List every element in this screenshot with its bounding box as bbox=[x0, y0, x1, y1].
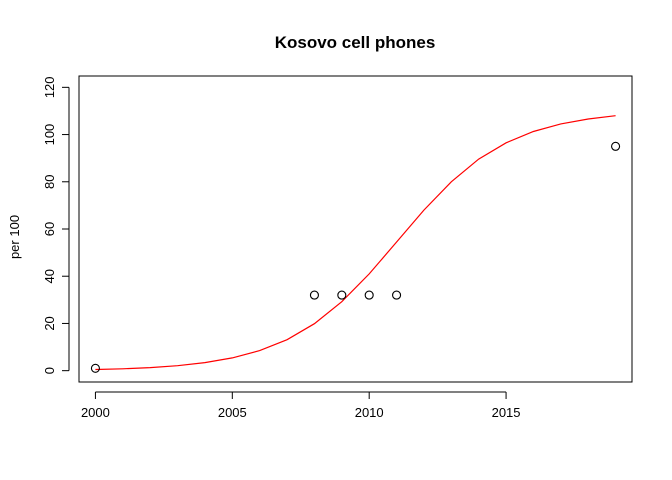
y-tick-label-3: 60 bbox=[42, 222, 57, 236]
y-axis-label: per 100 bbox=[7, 215, 22, 259]
data-point-4 bbox=[392, 290, 402, 300]
y-axis: 0 20 40 60 80 100 120 bbox=[42, 76, 70, 374]
data-point-2 bbox=[337, 290, 347, 300]
fitted-curve bbox=[95, 115, 616, 371]
x-tick-label-1: 2005 bbox=[218, 405, 247, 420]
y-tick-label-0: 0 bbox=[42, 367, 57, 374]
data-point-5 bbox=[611, 141, 621, 151]
x-axis: 2000 2005 2010 2015 bbox=[81, 391, 521, 420]
y-tick-label-5: 100 bbox=[42, 124, 57, 146]
data-point-1 bbox=[309, 290, 319, 300]
x-tick-label-2: 2010 bbox=[355, 405, 384, 420]
y-tick-label-6: 120 bbox=[42, 76, 57, 98]
data-points-layer bbox=[90, 141, 621, 373]
y-tick-label-1: 20 bbox=[42, 316, 57, 330]
chart-title: Kosovo cell phones bbox=[275, 33, 436, 52]
y-tick-label-4: 80 bbox=[42, 175, 57, 189]
data-point-3 bbox=[364, 290, 374, 300]
y-tick-label-2: 40 bbox=[42, 269, 57, 283]
plot-box bbox=[78, 75, 633, 383]
x-tick-label-0: 2000 bbox=[81, 405, 110, 420]
data-point-0 bbox=[90, 363, 100, 373]
fitted-curve-layer bbox=[95, 115, 616, 371]
x-tick-label-3: 2015 bbox=[492, 405, 521, 420]
